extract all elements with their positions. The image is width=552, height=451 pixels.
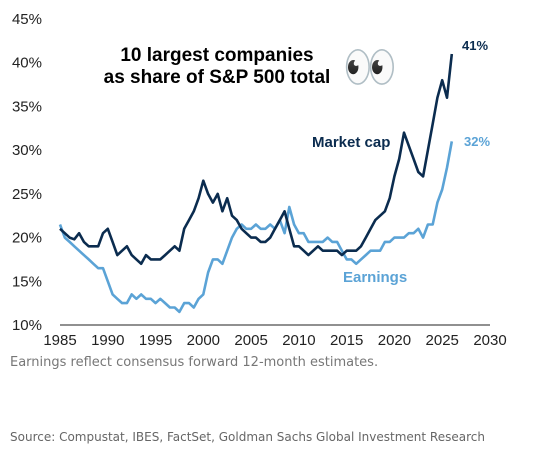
y-tick-labels: 10% 15% 20% 25% 30% 35% 40% 45% [12,11,42,334]
x-tick-label: 1990 [91,332,124,349]
end-label-earnings: 32% [464,134,490,149]
y-tick-label: 35% [12,98,42,115]
eyes-emoji-text: 👀 [343,42,398,93]
y-tick-label: 30% [12,142,42,159]
x-tick-label: 2020 [378,332,411,349]
chart-title-line-2: as share of S&P 500 total [104,67,331,88]
series-label-earnings: Earnings [343,269,407,286]
x-tick-label: 2005 [234,332,267,349]
end-label-market-cap: 41% [462,38,488,53]
y-tick-label: 10% [12,317,42,334]
x-tick-label: 2000 [187,332,220,349]
y-tick-label: 15% [12,273,42,290]
series-line-earnings [58,141,454,314]
series-label-market-cap: Market cap [312,134,390,151]
x-tick-label: 1995 [139,332,172,349]
x-tick-labels: 1985 1990 1995 2000 2005 2010 2015 2020 2025 2030 [43,332,506,349]
x-tick-label: 1985 [43,332,76,349]
x-tick-label: 2010 [282,332,315,349]
series-lines [58,53,454,314]
x-tick-label: 2030 [473,332,506,349]
y-tick-label: 40% [12,55,42,72]
y-tick-label: 25% [12,186,42,203]
chart-source: Source: Compustat, IBES, FactSet, Goldma… [10,430,485,444]
chart-footnote: Earnings reflect consensus forward 12-mo… [10,355,379,370]
x-tick-label: 2025 [426,332,459,349]
x-tick-label: 2015 [330,332,363,349]
eyes-emoji: 👀 [343,42,398,93]
y-tick-label: 45% [12,11,42,28]
series-line-market-cap [59,53,454,266]
chart-title-line-1: 10 largest companies [120,45,313,66]
y-tick-label: 20% [12,230,42,247]
